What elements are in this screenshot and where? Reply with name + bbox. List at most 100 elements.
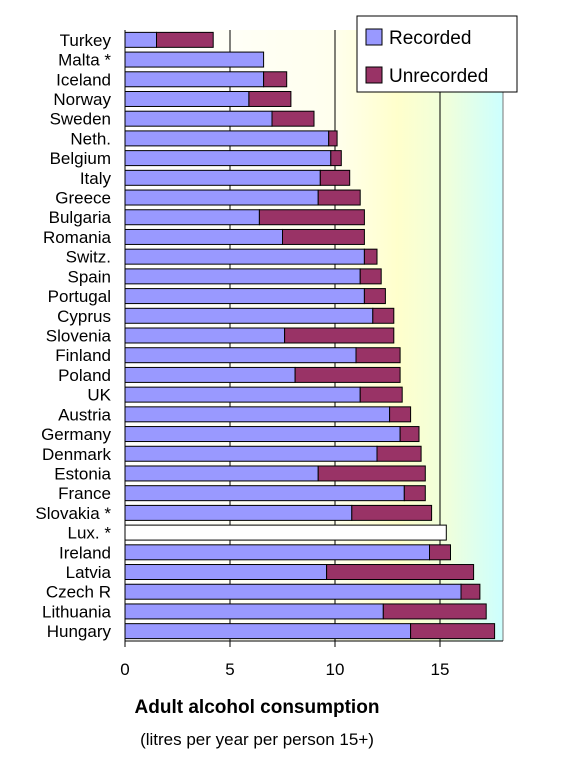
bar-recorded [124, 110, 273, 127]
bar-unrecorded [326, 564, 475, 581]
category-label: Italy [80, 169, 112, 188]
bar-recorded [124, 485, 405, 502]
legend: Recorded Unrecorded [356, 15, 518, 93]
category-label: Belgium [50, 149, 111, 168]
bar-recorded [124, 51, 265, 68]
bar-unrecorded [363, 248, 378, 265]
bar-recorded [124, 150, 332, 167]
bar-unrecorded [410, 623, 496, 640]
bar-unrecorded [389, 406, 412, 423]
bar-recorded [124, 90, 250, 107]
category-label: Slovenia [46, 327, 112, 346]
bar-recorded [124, 386, 361, 403]
bar-recorded [124, 504, 353, 521]
bar-recorded [124, 248, 365, 265]
category-label: Lux. * [68, 524, 112, 543]
bar-unrecorded [317, 465, 426, 482]
category-label: Turkey [60, 31, 112, 50]
bar-unrecorded [460, 583, 481, 600]
category-label: France [58, 484, 111, 503]
bar-recorded [124, 426, 401, 443]
category-label: Germany [41, 425, 111, 444]
category-label: Neth. [70, 129, 111, 148]
category-label: Greece [55, 189, 111, 208]
category-label: Hungary [47, 622, 112, 641]
bar-unrecorded [359, 268, 382, 285]
category-label: Spain [68, 267, 111, 286]
bar-unrecorded [399, 426, 420, 443]
x-tick-label: 5 [225, 660, 234, 679]
x-axis-subtitle: (litres per year per person 15+) [140, 730, 374, 749]
x-tick-label: 0 [120, 660, 129, 679]
bar-unrecorded [330, 150, 342, 167]
x-tick-label: 15 [431, 660, 450, 679]
category-label: Iceland [56, 70, 111, 89]
bar-recorded [124, 307, 374, 324]
bar-recorded [124, 366, 296, 383]
x-axis: 0 5 10 15 [120, 30, 503, 679]
bar-recorded [124, 31, 157, 48]
bar-unrecorded [156, 31, 214, 48]
category-label: Poland [58, 366, 111, 385]
bar-recorded [124, 603, 384, 620]
bar-recorded [124, 130, 330, 147]
category-label: Austria [58, 405, 111, 424]
category-label: Norway [53, 90, 111, 109]
bar-recorded [124, 189, 319, 206]
category-label: Malta * [58, 51, 111, 70]
bar-recorded [124, 465, 319, 482]
bar-unrecorded [382, 603, 487, 620]
bar-unrecorded [429, 544, 451, 561]
category-label: Sweden [50, 110, 111, 129]
bar-unrecorded [328, 130, 338, 147]
bar-recorded [124, 347, 357, 364]
bar-recorded [124, 169, 321, 186]
bar-unrecorded [363, 288, 386, 305]
legend-label-recorded: Recorded [389, 28, 471, 49]
bar-unrecorded [319, 169, 351, 186]
bar-recorded [124, 564, 328, 581]
bar-recorded [124, 445, 378, 462]
bar-unrecorded [284, 327, 395, 344]
bar-unrecorded [263, 71, 288, 88]
category-label: Denmark [42, 445, 111, 464]
bar-recorded [124, 71, 265, 88]
bar-recorded [124, 209, 260, 226]
category-label: Switz. [66, 248, 111, 267]
category-label: Cyprus [57, 307, 111, 326]
bar-unrecorded [355, 347, 401, 364]
category-label: Slovakia * [35, 504, 111, 523]
bar-recorded [124, 524, 447, 541]
x-axis-title: Adult alcohol consumption [135, 697, 380, 718]
bar-unrecorded [372, 307, 395, 324]
bar-unrecorded [317, 189, 361, 206]
category-label: Romania [43, 228, 112, 247]
category-label: UK [87, 386, 111, 405]
bar-unrecorded [294, 366, 401, 383]
category-label: Finland [55, 346, 111, 365]
bar-unrecorded [359, 386, 403, 403]
bar-recorded [124, 544, 430, 561]
bar-unrecorded [282, 228, 365, 245]
legend-swatch-unrecorded [365, 66, 383, 84]
bar-unrecorded [403, 485, 426, 502]
category-label: Czech R [46, 583, 111, 602]
category-label: Estonia [54, 464, 111, 483]
bar-recorded [124, 288, 365, 305]
bar-unrecorded [248, 90, 292, 107]
bar-unrecorded [351, 504, 433, 521]
category-label: Latvia [66, 563, 112, 582]
bar-unrecorded [271, 110, 315, 127]
bar-recorded [124, 268, 361, 285]
bar-recorded [124, 623, 412, 640]
x-tick-label: 10 [326, 660, 345, 679]
category-label: Bulgaria [49, 208, 112, 227]
legend-swatch-recorded [365, 28, 383, 46]
bar-recorded [124, 327, 286, 344]
category-label: Portugal [48, 287, 111, 306]
bar-recorded [124, 583, 462, 600]
category-label: Lithuania [42, 602, 112, 621]
category-label: Ireland [59, 543, 111, 562]
